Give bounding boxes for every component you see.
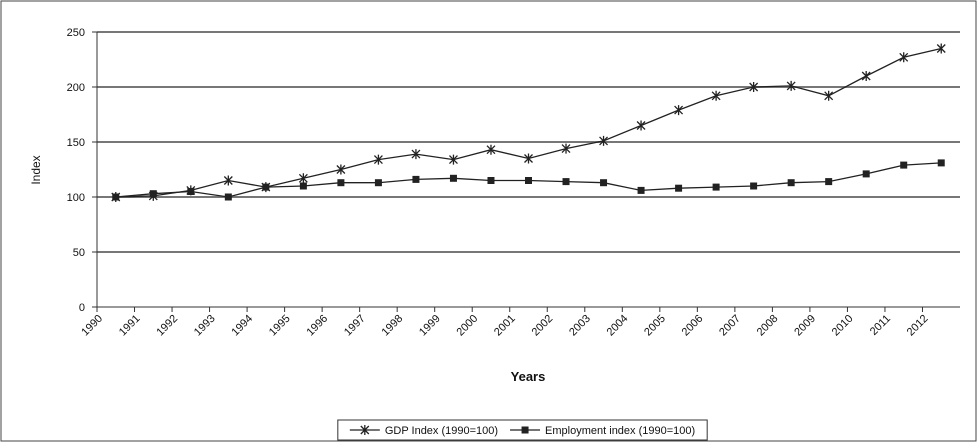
point bbox=[521, 426, 529, 434]
x-axis-title: Years bbox=[511, 369, 546, 384]
point bbox=[298, 173, 308, 184]
point bbox=[411, 149, 421, 160]
point bbox=[525, 177, 532, 184]
y-tick-label: 150 bbox=[67, 137, 85, 149]
point bbox=[562, 178, 570, 186]
point bbox=[561, 143, 571, 154]
point bbox=[223, 175, 233, 186]
y-axis-title: Index bbox=[29, 155, 43, 184]
legend: GDP Index (1990=100) Employment index (19… bbox=[337, 419, 708, 441]
point bbox=[486, 144, 496, 155]
point bbox=[825, 178, 833, 186]
point bbox=[899, 52, 909, 63]
legend-label: Employment index (1990=100) bbox=[545, 425, 695, 437]
y-tick-label: 0 bbox=[79, 302, 85, 314]
point bbox=[360, 425, 370, 435]
point bbox=[374, 179, 382, 187]
point bbox=[937, 159, 945, 167]
point bbox=[750, 182, 758, 190]
point bbox=[412, 175, 420, 183]
point bbox=[373, 154, 383, 165]
point bbox=[112, 193, 120, 201]
point bbox=[861, 71, 871, 81]
point bbox=[637, 186, 645, 194]
point bbox=[487, 177, 495, 184]
point bbox=[337, 179, 345, 187]
point bbox=[787, 179, 795, 187]
series bbox=[112, 159, 945, 201]
legend-label: GDP Index (1990=100) bbox=[385, 425, 498, 437]
point bbox=[336, 164, 346, 175]
point bbox=[786, 80, 796, 91]
point bbox=[524, 153, 533, 164]
point bbox=[862, 170, 870, 178]
point bbox=[711, 90, 721, 101]
point bbox=[600, 179, 608, 187]
point bbox=[149, 190, 157, 198]
point bbox=[712, 183, 720, 191]
point bbox=[599, 135, 609, 146]
point bbox=[299, 182, 307, 190]
point bbox=[448, 154, 458, 165]
y-tick-label: 250 bbox=[67, 27, 85, 39]
point bbox=[749, 82, 759, 92]
y-tick-label: 200 bbox=[67, 82, 85, 94]
point bbox=[262, 183, 270, 191]
point bbox=[636, 120, 646, 131]
point bbox=[824, 90, 834, 101]
point bbox=[224, 193, 232, 201]
point bbox=[449, 174, 457, 182]
point bbox=[936, 43, 946, 54]
y-tick-label: 50 bbox=[73, 247, 85, 259]
point bbox=[900, 161, 908, 169]
point bbox=[674, 105, 684, 116]
point bbox=[187, 188, 195, 195]
point bbox=[675, 184, 683, 192]
y-tick-label: 100 bbox=[67, 192, 85, 204]
